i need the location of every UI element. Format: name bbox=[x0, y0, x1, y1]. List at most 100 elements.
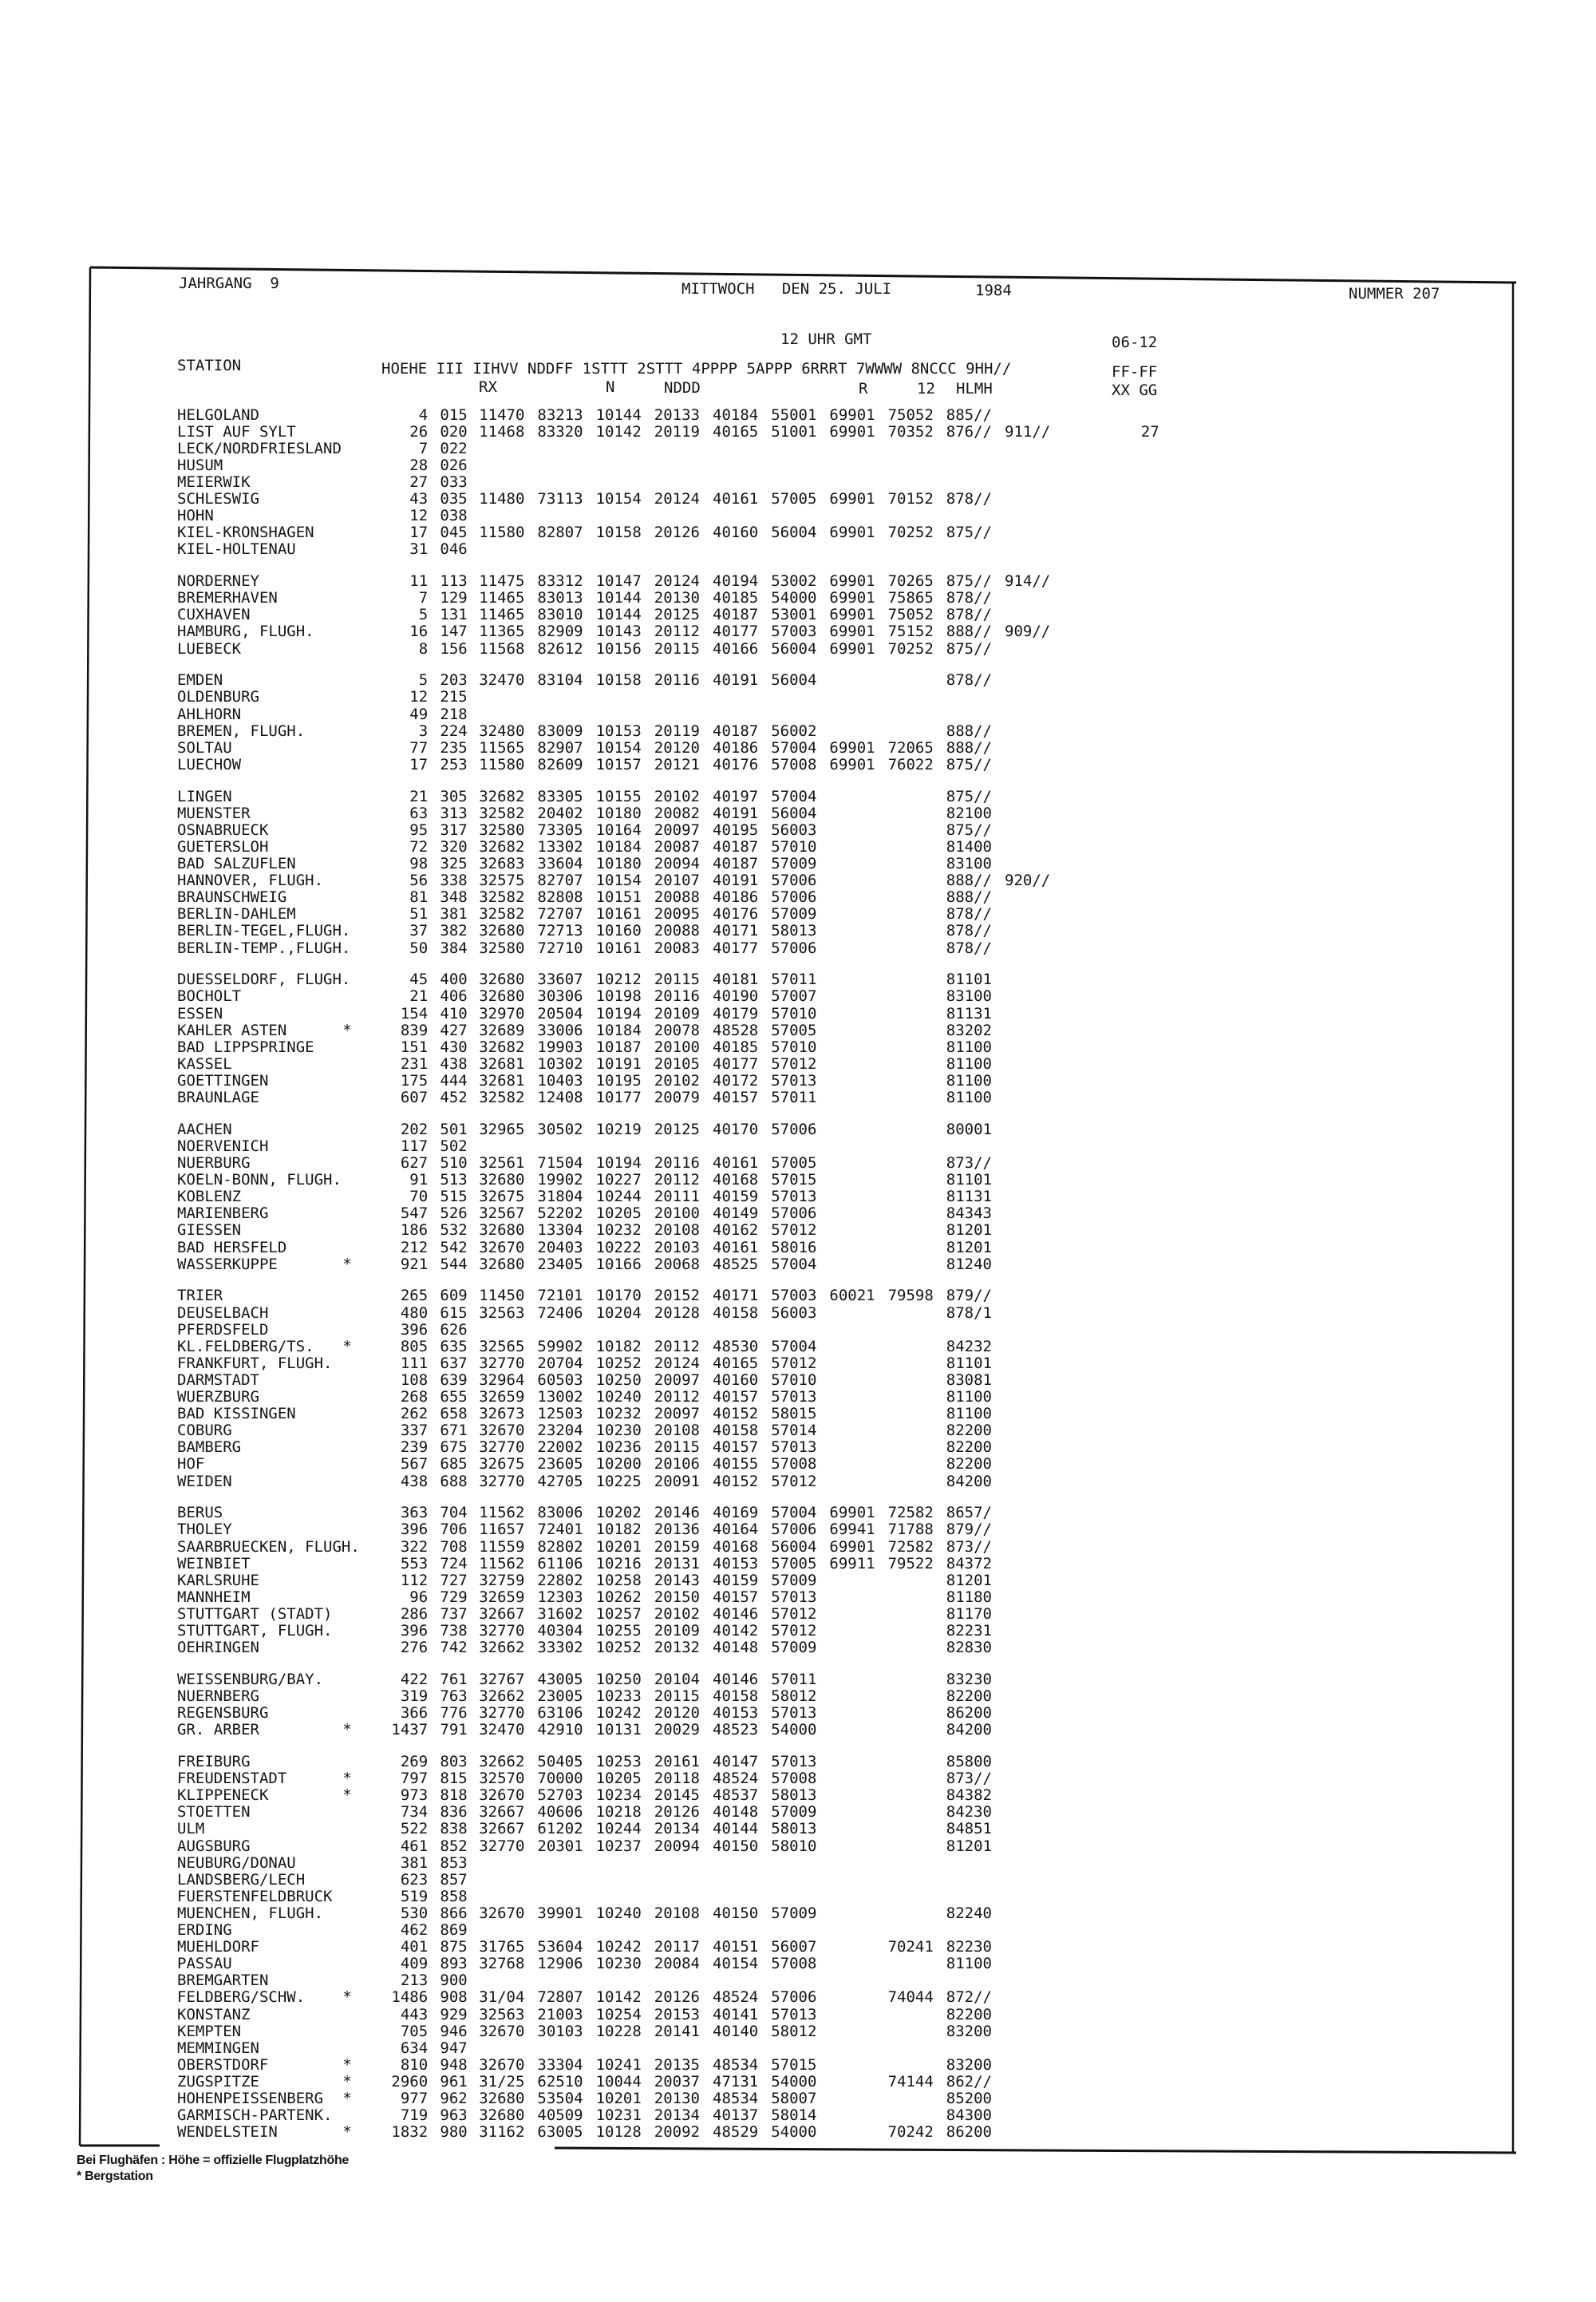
station-id: 776 bbox=[440, 1704, 468, 1723]
tendency-5appp: 57005 bbox=[771, 1021, 817, 1039]
height: 401 bbox=[391, 1938, 429, 1956]
temp-1sttt: 10154 bbox=[595, 490, 642, 508]
station-id: 438 bbox=[440, 1054, 468, 1073]
station-name: HUSUM bbox=[177, 456, 223, 474]
station-name: FREUDENSTADT bbox=[177, 1770, 287, 1788]
nddff: 30502 bbox=[537, 1120, 583, 1138]
station-id: 444 bbox=[440, 1071, 468, 1090]
station-row: NUERNBERG 319 763 32662 23005 10233 20115 4015… bbox=[0, 1688, 1596, 1705]
iihvv: 32662 bbox=[479, 1639, 525, 1657]
clouds-8nccc: 81201 bbox=[946, 1837, 992, 1855]
weather-7wwww: 72582 bbox=[887, 1504, 934, 1522]
dew-2sttt: 20091 bbox=[654, 1472, 700, 1490]
nddff: 52202 bbox=[537, 1204, 583, 1223]
clouds-8nccc: 875// bbox=[946, 821, 992, 839]
height: 51 bbox=[391, 905, 429, 924]
weather-7wwww: 76022 bbox=[887, 755, 934, 773]
tendency-5appp: 57004 bbox=[771, 1504, 817, 1522]
tendency-5appp: 57004 bbox=[771, 738, 817, 757]
tendency-5appp: 58014 bbox=[771, 2106, 817, 2125]
nddff: 59902 bbox=[537, 1337, 583, 1355]
station-id: 675 bbox=[440, 1438, 468, 1457]
dew-2sttt: 20115 bbox=[654, 971, 700, 989]
tendency-5appp: 57009 bbox=[771, 1571, 817, 1589]
nddff: 23204 bbox=[537, 1422, 583, 1440]
station-row: COBURG 337 671 32670 23204 10230 20108 40158 57… bbox=[0, 1422, 1596, 1439]
tendency-5appp: 57012 bbox=[771, 1221, 817, 1240]
station-id: 866 bbox=[440, 1904, 468, 1922]
temp-1sttt: 10230 bbox=[595, 1955, 642, 1973]
dew-2sttt: 20141 bbox=[654, 2022, 700, 2040]
iihvv: 32681 bbox=[479, 1071, 525, 1090]
iihvv: 11470 bbox=[479, 405, 525, 424]
weather-7wwww: 70352 bbox=[887, 422, 934, 441]
dew-2sttt: 20125 bbox=[654, 1120, 700, 1138]
dew-2sttt: 20037 bbox=[654, 2072, 700, 2090]
station-row: OLDENBURG 12 215 bbox=[0, 689, 1596, 706]
iihvv: 32580 bbox=[479, 821, 525, 839]
column-subheader-n: N bbox=[606, 378, 615, 396]
temp-1sttt: 10219 bbox=[595, 1120, 642, 1138]
station-name: HAMBURG, FLUGH. bbox=[177, 623, 314, 641]
pressure-4pppp: 40161 bbox=[713, 1154, 759, 1172]
clouds-8nccc: 875// bbox=[946, 572, 992, 591]
tendency-5appp: 58013 bbox=[771, 1786, 817, 1805]
mountain-marker: * bbox=[342, 1988, 352, 2007]
temp-1sttt: 10158 bbox=[595, 671, 642, 690]
station-name: PASSAU bbox=[177, 1955, 232, 1973]
tendency-5appp: 57006 bbox=[771, 1120, 817, 1138]
station-id: 317 bbox=[440, 821, 468, 839]
station-name: KLIPPENECK bbox=[177, 1786, 269, 1805]
column-subheader-rx: RX bbox=[479, 378, 497, 396]
station-name: CUXHAVEN bbox=[177, 606, 251, 624]
height: 12 bbox=[391, 507, 429, 525]
station-row: BERLIN-TEGEL,FLUGH. 37 382 32680 72713 10160… bbox=[0, 923, 1596, 939]
temp-1sttt: 10216 bbox=[595, 1554, 642, 1572]
height: 72 bbox=[391, 837, 429, 856]
nddff: 13002 bbox=[537, 1388, 583, 1406]
height: 921 bbox=[391, 1255, 429, 1273]
dew-2sttt: 20133 bbox=[654, 405, 700, 424]
station-id: 961 bbox=[440, 2072, 468, 2090]
height: 108 bbox=[391, 1371, 429, 1389]
nddff: 83213 bbox=[537, 405, 583, 424]
pressure-4pppp: 40157 bbox=[713, 1438, 759, 1457]
clouds-8nccc: 84382 bbox=[946, 1786, 992, 1805]
dew-2sttt: 20119 bbox=[654, 422, 700, 441]
height: 117 bbox=[391, 1137, 429, 1155]
tendency-5appp: 57010 bbox=[771, 1371, 817, 1389]
nddff: 73113 bbox=[537, 490, 583, 508]
pressure-4pppp: 40185 bbox=[713, 1038, 759, 1056]
weather-7wwww: 74044 bbox=[887, 1988, 934, 2007]
temp-1sttt: 10252 bbox=[595, 1354, 642, 1372]
height: 21 bbox=[391, 787, 429, 805]
pressure-4pppp: 40168 bbox=[713, 1171, 759, 1189]
dew-2sttt: 20126 bbox=[654, 1988, 700, 2007]
tendency-5appp: 57003 bbox=[771, 623, 817, 641]
station-row: DUESSELDORF, FLUGH. 45 400 32680 33607 10212… bbox=[0, 971, 1596, 988]
dew-2sttt: 20118 bbox=[654, 1770, 700, 1788]
station-name: KIEL-KRONSHAGEN bbox=[177, 524, 314, 542]
pressure-4pppp: 40191 bbox=[713, 671, 759, 690]
pressure-4pppp: 40161 bbox=[713, 1238, 759, 1256]
station-row: MUENSTER 63 313 32582 20402 10180 20082 40191 5… bbox=[0, 805, 1596, 822]
observation-time: 12 UHR GMT bbox=[780, 330, 872, 348]
station-row: GUETERSLOH 72 320 32682 13302 10184 20087 4018… bbox=[0, 837, 1596, 856]
pressure-4pppp: 40191 bbox=[713, 804, 759, 822]
station-row: KLIPPENECK * 973 818 32670 52703 10234 20145 48… bbox=[0, 1787, 1596, 1804]
tendency-5appp: 56004 bbox=[771, 524, 817, 542]
height: 28 bbox=[391, 456, 429, 474]
iihvv: 11562 bbox=[479, 1504, 525, 1522]
tendency-5appp: 57005 bbox=[771, 1554, 817, 1572]
pressure-4pppp: 40177 bbox=[713, 1054, 759, 1073]
station-name: BREMERHAVEN bbox=[177, 589, 278, 607]
iihvv: 32670 bbox=[479, 2022, 525, 2040]
tendency-5appp: 57013 bbox=[771, 1438, 817, 1457]
pressure-4pppp: 40141 bbox=[713, 2005, 759, 2023]
height: 973 bbox=[391, 1786, 429, 1805]
pressure-4pppp: 40153 bbox=[713, 1704, 759, 1723]
dew-2sttt: 20078 bbox=[654, 1021, 700, 1039]
nddff: 40509 bbox=[537, 2106, 583, 2125]
nddff: 72807 bbox=[537, 1988, 583, 2007]
